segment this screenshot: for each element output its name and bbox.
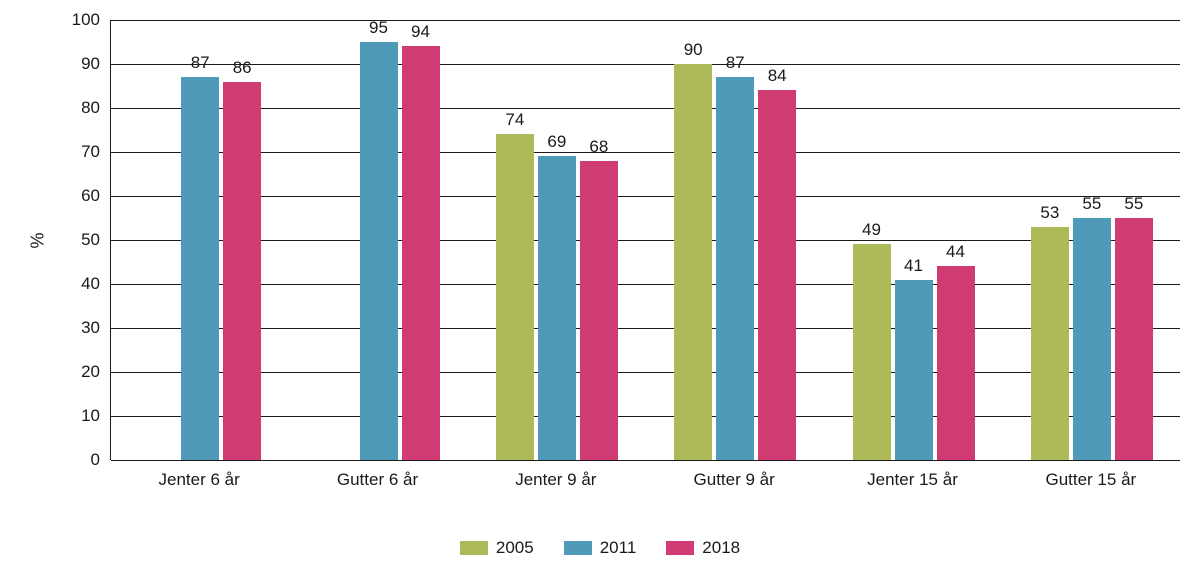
bar bbox=[223, 82, 261, 460]
bar-value-label: 41 bbox=[904, 256, 923, 276]
y-tick-label: 80 bbox=[60, 98, 100, 118]
bar-value-label: 53 bbox=[1040, 203, 1059, 223]
gridline bbox=[111, 328, 1180, 329]
legend-item: 2018 bbox=[666, 538, 740, 558]
gridline bbox=[111, 196, 1180, 197]
legend-label: 2011 bbox=[600, 538, 637, 558]
bar bbox=[360, 42, 398, 460]
legend-item: 2005 bbox=[460, 538, 534, 558]
legend-swatch bbox=[666, 541, 694, 555]
bar-value-label: 68 bbox=[589, 137, 608, 157]
bar bbox=[716, 77, 754, 460]
y-tick-label: 50 bbox=[60, 230, 100, 250]
gridline bbox=[111, 152, 1180, 153]
legend-label: 2005 bbox=[496, 538, 534, 558]
legend-swatch bbox=[460, 541, 488, 555]
bar-value-label: 69 bbox=[547, 132, 566, 152]
x-category-label: Jenter 6 år bbox=[159, 470, 240, 490]
bar-value-label: 49 bbox=[862, 220, 881, 240]
bar bbox=[181, 77, 219, 460]
bar-value-label: 95 bbox=[369, 18, 388, 38]
y-tick-label: 40 bbox=[60, 274, 100, 294]
gridline bbox=[111, 416, 1180, 417]
x-category-label: Jenter 15 år bbox=[867, 470, 958, 490]
gridline bbox=[111, 20, 1180, 21]
bar bbox=[1031, 227, 1069, 460]
bar bbox=[1115, 218, 1153, 460]
bar-value-label: 94 bbox=[411, 22, 430, 42]
x-category-label: Gutter 9 år bbox=[694, 470, 775, 490]
bar bbox=[853, 244, 891, 460]
bar-value-label: 44 bbox=[946, 242, 965, 262]
bar-value-label: 86 bbox=[233, 58, 252, 78]
gridline bbox=[111, 284, 1180, 285]
bar-value-label: 84 bbox=[768, 66, 787, 86]
bar-value-label: 87 bbox=[191, 53, 210, 73]
y-tick-label: 100 bbox=[60, 10, 100, 30]
bar bbox=[758, 90, 796, 460]
y-tick-label: 90 bbox=[60, 54, 100, 74]
legend-item: 2011 bbox=[564, 538, 637, 558]
bar bbox=[1073, 218, 1111, 460]
y-tick-label: 10 bbox=[60, 406, 100, 426]
bar-value-label: 55 bbox=[1082, 194, 1101, 214]
y-tick-label: 0 bbox=[60, 450, 100, 470]
gridline bbox=[111, 460, 1180, 461]
bar-chart: % 87 86 95 94 74 69 68 90 87 84 49 41 44 53 55 55 0 10 20… bbox=[0, 0, 1200, 569]
legend: 2005 2011 2018 bbox=[0, 538, 1200, 558]
bar-value-label: 74 bbox=[505, 110, 524, 130]
y-tick-label: 30 bbox=[60, 318, 100, 338]
legend-swatch bbox=[564, 541, 592, 555]
bar-value-label: 55 bbox=[1124, 194, 1143, 214]
y-tick-label: 20 bbox=[60, 362, 100, 382]
legend-label: 2018 bbox=[702, 538, 740, 558]
bar bbox=[580, 161, 618, 460]
gridline bbox=[111, 372, 1180, 373]
x-category-label: Gutter 6 år bbox=[337, 470, 418, 490]
y-axis-label: % bbox=[28, 232, 49, 248]
plot-area: 87 86 95 94 74 69 68 90 87 84 49 41 44 53 55 55 bbox=[110, 20, 1180, 460]
bar bbox=[496, 134, 534, 460]
bar-value-label: 90 bbox=[684, 40, 703, 60]
y-tick-label: 70 bbox=[60, 142, 100, 162]
gridline bbox=[111, 240, 1180, 241]
bar bbox=[895, 280, 933, 460]
gridline bbox=[111, 108, 1180, 109]
gridline bbox=[111, 64, 1180, 65]
y-tick-label: 60 bbox=[60, 186, 100, 206]
bar bbox=[674, 64, 712, 460]
bar-value-label: 87 bbox=[726, 53, 745, 73]
x-category-label: Jenter 9 år bbox=[515, 470, 596, 490]
bar bbox=[402, 46, 440, 460]
bar bbox=[937, 266, 975, 460]
x-category-label: Gutter 15 år bbox=[1045, 470, 1136, 490]
bar bbox=[538, 156, 576, 460]
